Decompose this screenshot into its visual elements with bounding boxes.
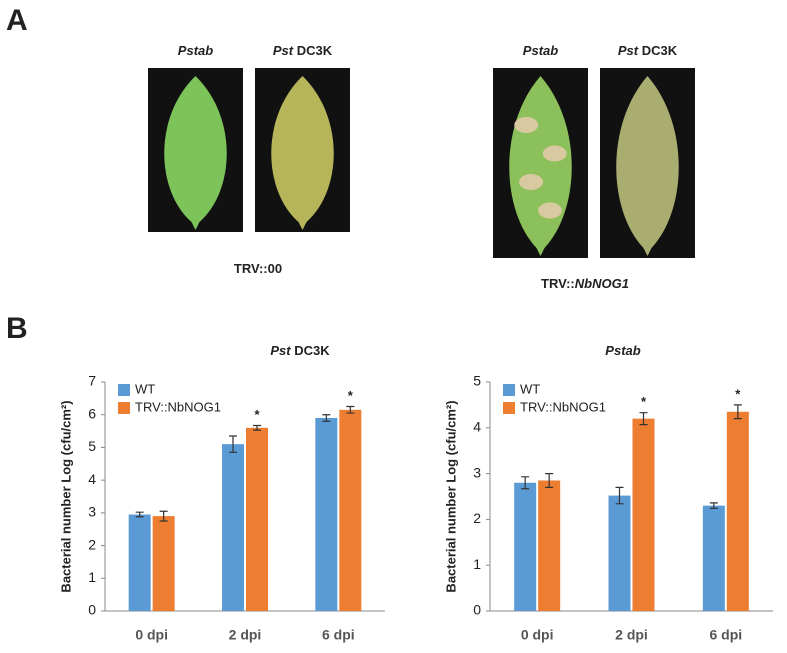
significance: *	[735, 386, 741, 401]
error-bar	[159, 510, 168, 522]
label-part: TRV::	[541, 276, 575, 291]
label: TRV::00	[234, 261, 282, 276]
bar	[608, 495, 631, 611]
panel-label: B	[6, 312, 28, 345]
leaf	[616, 76, 679, 256]
label-part: DC3K	[638, 43, 678, 58]
x-tick-label: 6 dpi	[322, 627, 355, 643]
y-tick-label: 1	[88, 569, 96, 585]
label-part: Pst	[270, 343, 291, 358]
error-bar	[521, 476, 530, 490]
legend-label: WT	[520, 381, 540, 396]
y-axis-label: Bacterial number Log (cfu/cm²)	[443, 400, 458, 592]
label-part: Pst	[273, 43, 294, 58]
y-axis-label: Bacterial number Log (cfu/cm²)	[58, 400, 73, 592]
lesion	[542, 145, 567, 162]
y-tick-label: 5	[88, 438, 96, 454]
error-bar	[733, 404, 742, 420]
x-tick-label: 2 dpi	[615, 627, 648, 643]
label: Pst DC3K	[618, 43, 678, 58]
leaf	[271, 76, 334, 230]
label-part: DC3K	[293, 43, 333, 58]
label-part: DC3K	[291, 343, 331, 358]
label: TRV::NbNOG1	[541, 276, 629, 291]
bar	[632, 418, 655, 611]
legend-swatch	[118, 384, 130, 396]
y-tick-label: 7	[88, 373, 96, 389]
lesion	[514, 117, 539, 133]
y-tick-label: 2	[88, 536, 96, 552]
label: Pst DC3K	[273, 43, 333, 58]
label: Pst DC3K	[270, 343, 330, 358]
bar	[152, 516, 175, 611]
x-tick-label: 2 dpi	[229, 627, 262, 643]
error-bar	[135, 511, 144, 518]
label: Pstab	[605, 343, 640, 358]
error-bar	[229, 435, 237, 453]
y-tick-label: 0	[88, 602, 96, 618]
error-bar	[322, 414, 331, 422]
bar	[128, 514, 151, 611]
bar	[315, 417, 338, 611]
label-part: Pstab	[523, 43, 558, 58]
error-bar	[639, 412, 648, 426]
y-tick-label: 4	[473, 419, 481, 435]
panel-label: A	[6, 4, 28, 37]
y-tick-label: 3	[88, 504, 96, 520]
bar	[246, 427, 268, 611]
y-tick-label: 2	[473, 510, 481, 526]
bar	[514, 482, 537, 611]
label-part: Pstab	[178, 43, 213, 58]
y-tick-label: 3	[473, 464, 481, 480]
error-bar	[346, 405, 355, 414]
x-tick-label: 0 dpi	[135, 627, 168, 643]
legend-label: TRV::NbNOG1	[520, 399, 606, 414]
significance: *	[641, 394, 647, 409]
significance: *	[348, 388, 354, 403]
error-bar	[615, 486, 624, 505]
error-bar	[253, 424, 261, 431]
legend-swatch	[503, 402, 515, 414]
y-tick-label: 5	[473, 373, 481, 389]
legend-swatch	[503, 384, 515, 396]
lesion	[519, 174, 543, 190]
label: Pstab	[523, 43, 558, 58]
legend-swatch	[118, 402, 130, 414]
y-tick-label: 1	[473, 556, 481, 572]
bar	[339, 409, 362, 611]
label-part: Pst	[618, 43, 639, 58]
error-bar	[545, 473, 554, 488]
y-tick-label: 4	[88, 471, 96, 487]
error-bar	[709, 502, 718, 510]
bar	[538, 480, 561, 611]
lesion	[538, 202, 562, 219]
x-tick-label: 0 dpi	[521, 627, 554, 643]
leaf	[164, 76, 227, 230]
label-part: NbNOG1	[575, 276, 629, 291]
legend-label: WT	[135, 381, 155, 396]
x-tick-label: 6 dpi	[709, 627, 742, 643]
legend-label: TRV::NbNOG1	[135, 399, 221, 414]
significance: *	[254, 407, 260, 422]
y-tick-label: 0	[473, 602, 481, 618]
bar	[222, 444, 244, 611]
y-tick-label: 6	[88, 405, 96, 421]
label-part: Pstab	[605, 343, 640, 358]
bar	[726, 411, 749, 611]
label: Pstab	[178, 43, 213, 58]
label-part: TRV::00	[234, 261, 282, 276]
bar	[702, 505, 725, 611]
